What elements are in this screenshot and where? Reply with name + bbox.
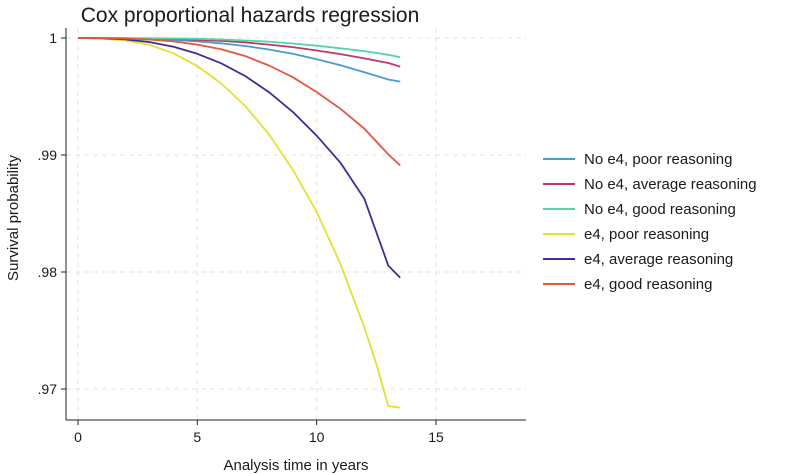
y-tick-label: .99 xyxy=(38,147,58,163)
y-tick-label: .97 xyxy=(38,381,58,397)
legend-label: e4, poor reasoning xyxy=(584,226,709,243)
series-line-4 xyxy=(77,37,401,409)
axis-ticks: 1 .99 .98 .97 0 5 10 15 xyxy=(38,30,444,445)
x-tick-label: 0 xyxy=(74,429,82,445)
x-axis-label: Analysis time in years xyxy=(223,457,368,474)
legend-label: No e4, poor reasoning xyxy=(584,151,732,168)
legend: No e4, poor reasoning No e4, average reas… xyxy=(543,151,757,293)
series-line-5 xyxy=(77,37,401,279)
legend-label: No e4, good reasoning xyxy=(584,201,736,218)
legend-label: e4, average reasoning xyxy=(584,251,733,268)
x-tick-label: 15 xyxy=(428,429,444,445)
series-line-2 xyxy=(78,37,401,68)
chart-title: Cox proportional hazards regression xyxy=(81,4,420,27)
legend-label: No e4, average reasoning xyxy=(584,176,757,193)
x-tick-label: 5 xyxy=(193,429,201,445)
series-line-6 xyxy=(77,37,401,167)
series-lines xyxy=(77,37,401,409)
y-axis-label: Survival probability xyxy=(5,155,22,281)
y-tick-label: 1 xyxy=(49,30,57,46)
gridlines xyxy=(66,28,526,420)
legend-label: e4, good reasoning xyxy=(584,276,712,293)
y-tick-label: .98 xyxy=(38,264,58,280)
series-line-1 xyxy=(78,37,401,83)
x-tick-label: 10 xyxy=(309,429,325,445)
